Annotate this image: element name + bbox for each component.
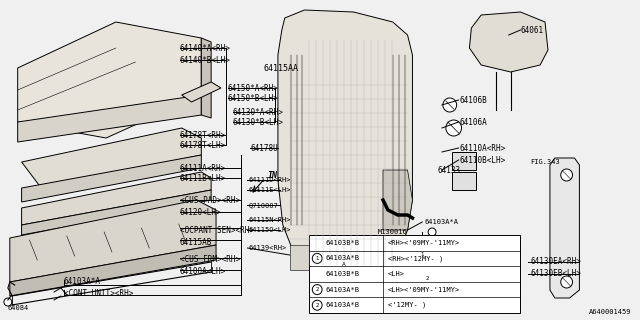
Polygon shape [202, 38, 211, 118]
Text: 64130EB<LH>: 64130EB<LH> [531, 269, 581, 278]
Text: 64111B<LH>: 64111B<LH> [180, 173, 226, 182]
Circle shape [312, 253, 322, 263]
Polygon shape [278, 10, 412, 280]
Polygon shape [182, 82, 221, 102]
Text: 64061: 64061 [520, 26, 543, 35]
Text: 64140*A<RH>: 64140*A<RH> [180, 44, 230, 52]
Circle shape [561, 169, 573, 181]
Text: <CUS FRM><RH>: <CUS FRM><RH> [180, 255, 240, 265]
Text: 64115O<LH>: 64115O<LH> [248, 227, 291, 233]
Text: <CUS PAD><RH>: <CUS PAD><RH> [180, 196, 240, 204]
Circle shape [312, 300, 322, 310]
Text: 64111E<LH>: 64111E<LH> [248, 187, 291, 193]
Text: 64150*B<LH>: 64150*B<LH> [228, 93, 278, 102]
Polygon shape [10, 200, 216, 282]
Circle shape [417, 249, 428, 261]
Text: 64110A<RH>: 64110A<RH> [460, 143, 506, 153]
Text: M130016: M130016 [378, 229, 408, 235]
Text: 64120<LH>: 64120<LH> [180, 207, 221, 217]
Text: 64103A*A: 64103A*A [64, 277, 101, 286]
Text: 64130EA<RH>: 64130EA<RH> [531, 258, 581, 267]
Text: 64103B*B: 64103B*B [325, 271, 359, 277]
Text: 64103A*B: 64103A*B [325, 302, 359, 308]
Polygon shape [469, 12, 548, 72]
Circle shape [312, 284, 322, 295]
Text: <OCPANT SEN><RH>: <OCPANT SEN><RH> [180, 226, 253, 235]
Text: 64139<RH>: 64139<RH> [248, 245, 287, 251]
Circle shape [561, 276, 573, 288]
Text: 64130*B<LH>: 64130*B<LH> [233, 117, 284, 126]
Text: <RH><'12MY- ): <RH><'12MY- ) [388, 255, 443, 262]
Polygon shape [22, 172, 211, 225]
Text: 64106B: 64106B [460, 95, 487, 105]
Text: <CONT UNIT><RH>: <CONT UNIT><RH> [64, 290, 133, 299]
Circle shape [443, 98, 457, 112]
Text: Q710007: Q710007 [248, 202, 278, 208]
Polygon shape [18, 22, 202, 138]
Circle shape [428, 228, 436, 236]
Circle shape [446, 120, 461, 136]
Text: 64140*B<LH>: 64140*B<LH> [180, 55, 230, 65]
Text: 2: 2 [316, 287, 319, 292]
Text: 64178U: 64178U [250, 143, 278, 153]
Text: 64084: 64084 [8, 305, 29, 311]
Polygon shape [290, 245, 408, 270]
Circle shape [339, 260, 349, 270]
Bar [452, 172, 476, 190]
Text: A: A [342, 262, 346, 268]
Text: 64110B<LH>: 64110B<LH> [460, 156, 506, 164]
Text: 64103A*A: 64103A*A [424, 219, 458, 225]
Text: 1: 1 [316, 256, 319, 261]
Text: 64115AB: 64115AB [180, 237, 212, 246]
Text: 64178T<RH>: 64178T<RH> [180, 131, 226, 140]
Text: 64111D<RH>: 64111D<RH> [248, 177, 291, 183]
Text: <LH><'09MY-'11MY>: <LH><'09MY-'11MY> [388, 287, 460, 292]
Text: 64106A: 64106A [460, 117, 487, 126]
Polygon shape [22, 155, 202, 202]
Text: FIG.343: FIG.343 [531, 159, 560, 165]
Text: 64103B*B: 64103B*B [325, 240, 359, 246]
Circle shape [4, 298, 12, 306]
Text: 64100A<LH>: 64100A<LH> [180, 268, 226, 276]
Polygon shape [22, 190, 211, 235]
Text: 64111A<RH>: 64111A<RH> [180, 164, 226, 172]
Text: 64115N<RH>: 64115N<RH> [248, 217, 291, 223]
Polygon shape [18, 95, 202, 142]
Text: 64103A*B: 64103A*B [325, 255, 359, 261]
Text: A640001459: A640001459 [589, 309, 632, 315]
Text: <'12MY- ): <'12MY- ) [388, 302, 426, 308]
Polygon shape [383, 170, 412, 230]
Text: 2: 2 [316, 303, 319, 308]
Polygon shape [10, 245, 216, 296]
Bar [309, 235, 520, 313]
Text: <RH><'09MY-'11MY>: <RH><'09MY-'11MY> [388, 240, 460, 246]
Text: 2: 2 [426, 276, 429, 281]
Text: IN: IN [268, 171, 278, 180]
Bar [452, 152, 476, 170]
Text: 64130*A<RH>: 64130*A<RH> [233, 108, 284, 116]
Polygon shape [22, 128, 202, 188]
Text: 64133: 64133 [437, 165, 460, 174]
Text: 64178T<LH>: 64178T<LH> [180, 140, 226, 149]
Polygon shape [550, 158, 579, 298]
Circle shape [421, 272, 433, 284]
Text: <LH>: <LH> [388, 271, 405, 277]
Text: 64103A*B: 64103A*B [325, 287, 359, 292]
Text: 64150*A<RH>: 64150*A<RH> [228, 84, 278, 92]
Text: 1: 1 [420, 252, 424, 258]
Text: 64115AA: 64115AA [263, 63, 298, 73]
